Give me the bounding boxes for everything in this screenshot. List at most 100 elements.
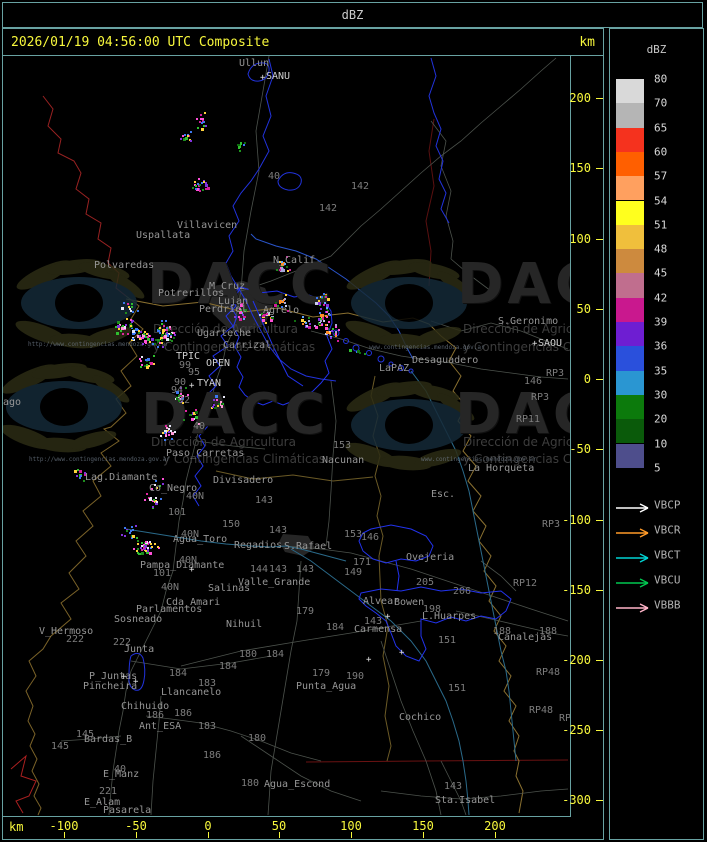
radar-echo-dot [214,407,217,410]
radar-echo-dot [141,343,144,346]
x-axis-label: 100 [340,819,362,833]
radar-echo-dot [282,267,285,270]
place-label: Pampa_Diamante [140,560,225,571]
radar-echo-dot [138,332,141,335]
radar-echo-dot [334,334,337,337]
radar-echo-dot [285,265,288,268]
map-block: 2026/01/19 04:56:00 UTC Composite km [2,28,604,840]
radar-echo-dot [237,144,241,148]
x-axis-label: -50 [125,819,147,833]
radar-echo-dot [171,331,174,334]
radar-echo-dot [177,394,180,397]
radar-echo-dot [125,530,128,533]
radar-echo-dot [74,470,78,474]
y-axis-label: -150 [562,583,591,597]
route-label: 143 [296,564,315,575]
radar-echo-dot [237,146,240,149]
radar-echo-dot [281,269,285,273]
radar-echo-dot [144,541,147,544]
y-axis-label: -100 [562,513,591,527]
radar-echo-dot [124,327,127,330]
radar-echo-dot [147,333,150,336]
radar-echo-dot [132,534,136,538]
radar-echo-dot [125,528,128,531]
radar-echo-dot [145,366,149,370]
scale-color-block [616,103,644,128]
radar-echo-dot [146,492,149,495]
radar-echo-dot [283,298,286,301]
route-label: 143 [255,495,274,506]
radar-echo-dot [130,319,133,322]
radar-echo-dot [163,429,167,433]
route-label: 143 [269,525,288,536]
radar-echo-dot [324,295,327,298]
radar-echo-dot [183,419,186,422]
radar-echo-dot [139,330,142,333]
radar-echo-dot [196,183,199,186]
route-label: 144 [250,564,269,575]
place-label: P_Juntas [89,671,138,682]
x-axis-label: -100 [49,819,79,833]
radar-echo-dot [122,325,126,329]
radar-echo-dot [244,309,248,313]
radar-echo-dot [148,542,151,545]
radar-echo-dot [136,537,139,540]
radar-echo-dot [321,323,324,326]
radar-echo-dot [197,187,200,190]
place-label: Bowen [394,597,425,608]
radar-echo-dot [280,269,284,273]
radar-echo-dot [284,304,287,307]
radar-echo-dot [124,534,127,537]
radar-echo-dot [334,331,337,334]
vector-arrow-vbct [616,549,652,563]
radar-echo-dot [155,486,158,489]
radar-echo-dot [305,324,308,327]
radar-echo-dot [325,311,328,314]
radar-echo-dot [200,127,204,131]
radar-echo-dot [165,433,168,436]
scale-value-label: 35 [654,364,668,378]
radar-echo-dot [131,331,135,335]
radar-echo-dot [335,332,338,335]
radar-echo-dot [117,321,121,325]
station-cross-marker: + [366,655,372,665]
radar-echo-dot [204,181,207,184]
dacc-eye-logo [345,259,475,349]
radar-echo-dot [156,345,159,348]
radar-echo-dot [324,301,327,304]
route-label: 40 [193,421,206,432]
radar-echo-dot [156,501,159,504]
place-label: Potrerillos [158,288,225,299]
route-label: 143 [444,781,463,792]
place-label: E_Manz [103,769,140,780]
radar-echo-dot [321,295,324,298]
radar-echo-dot [127,333,130,336]
radar-echo-dot [159,435,162,438]
route-label: 184 [266,649,285,660]
km-unit-bottom: km [9,820,24,834]
radar-echo-dot [125,324,128,327]
radar-echo-dot [149,496,152,499]
radar-map-plot[interactable]: DACC Dirección de Agricultura y Contingenc… [3,56,571,817]
scale-value-label: 70 [654,96,668,110]
radar-echo-dot [186,394,189,397]
radar-echo-dot [315,325,318,329]
scale-value-label: 20 [654,412,668,426]
scale-color-block [616,176,644,201]
arrow-icon [616,503,649,513]
route-label: RP3 [546,368,565,379]
route-label: 146 [524,376,543,387]
radar-echo-dot [279,301,282,304]
route-label: 186 [203,750,222,761]
route-label: 40N [186,491,205,502]
radar-echo-dot [283,302,286,305]
radar-echo-dot [161,334,165,338]
radar-echo-dot [159,327,162,329]
radar-echo-dot [161,320,164,323]
radar-echo-dot [316,297,319,300]
radar-echo-dot [129,322,132,325]
route-label: 99 [179,360,192,371]
y-axis-tick [596,168,603,169]
place-label: L.Huarpes [422,611,477,622]
radar-echo-dot [150,361,154,365]
